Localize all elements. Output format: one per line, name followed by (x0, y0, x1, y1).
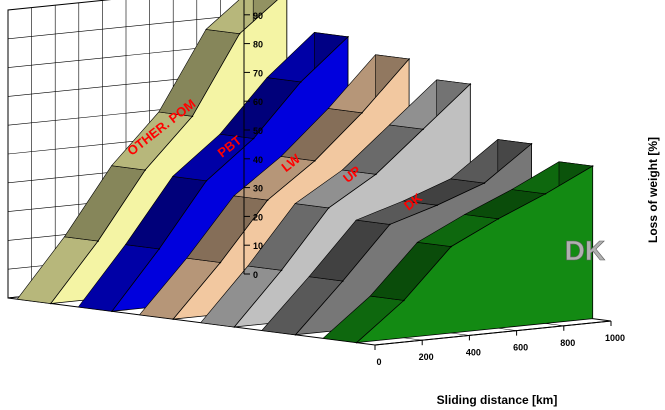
x-axis: 0 200 400 600 800 1000 (374, 320, 625, 367)
data-point (403, 299, 405, 302)
data-point (450, 245, 452, 248)
y-tick-label: 10 (253, 241, 263, 251)
series-ribbon (322, 161, 594, 344)
data-point (158, 248, 160, 250)
y-tick-label: 0 (253, 270, 258, 280)
x-tick-label: 1000 (605, 333, 625, 343)
data-point (327, 207, 330, 209)
data-point (530, 143, 533, 145)
ribbon-front-face (355, 165, 594, 344)
y-axis-title: Loss of weight [%] (646, 137, 660, 243)
data-point (205, 180, 208, 182)
data-point (172, 318, 174, 320)
x-tick-label: 400 (466, 347, 481, 357)
data-point (266, 199, 269, 201)
y-tick-label: 70 (253, 68, 263, 78)
y-tick-label: 20 (253, 212, 263, 222)
logo-text: DK (565, 235, 605, 266)
data-point (219, 261, 222, 264)
data-point (300, 81, 302, 83)
data-point (191, 115, 194, 118)
y-tick-label: 80 (253, 40, 263, 50)
data-point (436, 204, 438, 206)
data-point (497, 218, 500, 220)
x-tick-label: 800 (560, 338, 575, 348)
data-point (361, 112, 363, 114)
data-point (252, 137, 255, 140)
x-axis-title: Sliding distance [km] (437, 393, 558, 407)
x-tick-label: 600 (513, 343, 528, 353)
data-point (111, 310, 113, 313)
data-point (591, 165, 594, 167)
data-point (347, 36, 349, 38)
data-point (341, 280, 344, 282)
data-point (389, 223, 391, 226)
x-tick-label: 200 (419, 352, 434, 362)
y-tick-label: 90 (253, 11, 263, 21)
x-axis-line (374, 320, 612, 346)
y-tick-label: 50 (253, 126, 263, 136)
data-point (233, 326, 236, 328)
data-point (483, 182, 486, 184)
data-point (238, 32, 241, 35)
data-point (314, 160, 316, 162)
y-axis: 0102030405060708090100 (243, 0, 263, 280)
data-point (97, 240, 99, 242)
data-point (422, 128, 424, 130)
data-point (144, 169, 146, 171)
data-point (355, 341, 358, 344)
y-tick-label: 30 (253, 184, 263, 194)
dk-logo: DK (564, 234, 605, 266)
data-point (50, 302, 52, 305)
data-point (544, 193, 547, 195)
data-point (408, 58, 410, 60)
data-point (280, 269, 283, 272)
y-tick-label: 40 (253, 155, 263, 165)
y-tick-label: 60 (253, 97, 263, 107)
data-point (294, 334, 297, 336)
data-point (469, 83, 472, 85)
x-tick-label: 0 (376, 357, 381, 367)
data-point (375, 173, 377, 176)
